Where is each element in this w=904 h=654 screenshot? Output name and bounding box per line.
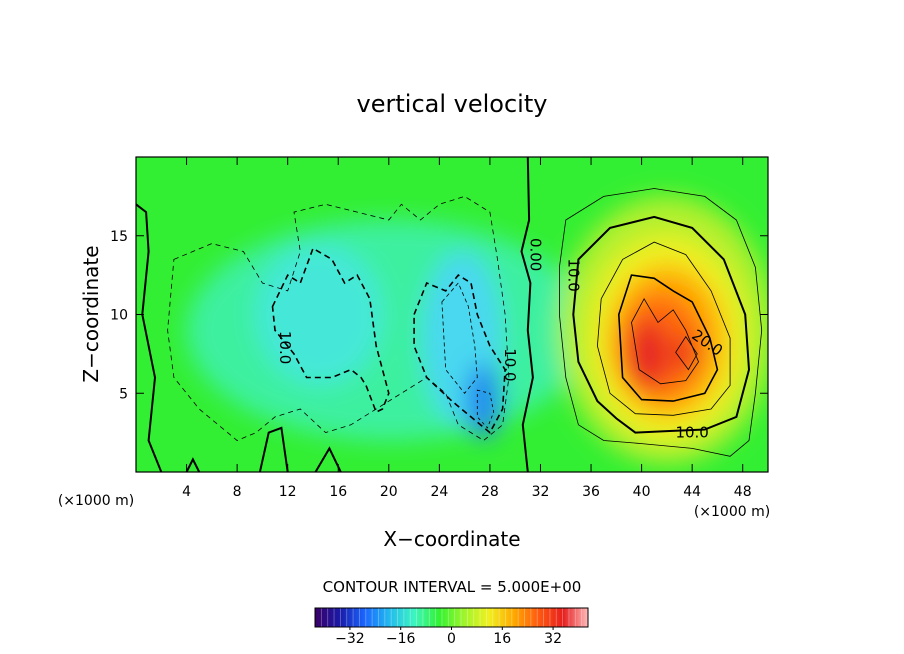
y-tick-label: 5	[119, 386, 128, 402]
contour-label: 10.0	[276, 331, 294, 364]
x-unit-left: (×1000 m)	[58, 493, 134, 509]
x-tick-label: 8	[233, 484, 242, 500]
colorbar-tick-label: 0	[447, 631, 456, 647]
y-tick-label: 15	[110, 229, 128, 245]
contour-zero	[520, 157, 534, 472]
colorbar-tick-label: 16	[493, 631, 511, 647]
contour-plus15	[596, 241, 731, 416]
contour-label: 10.0	[564, 258, 582, 291]
colorbar-gradient	[315, 608, 588, 627]
colorbar-tick-label: −16	[386, 631, 416, 647]
colorbar: −32 −16 0 16 32	[314, 607, 589, 647]
x-tick-label: 16	[329, 484, 347, 500]
x-tick-label: 32	[532, 484, 550, 500]
field-updraft-secondary	[670, 333, 702, 375]
field-downdraft-west	[256, 243, 383, 386]
contour-plus10	[572, 215, 751, 434]
x-tick-label: 20	[380, 484, 398, 500]
y-tick-label: 10	[110, 308, 128, 324]
x-unit-right: (×1000 m)	[694, 504, 770, 520]
contour-plus20	[617, 274, 719, 402]
contour-plus30	[675, 335, 698, 371]
contour-plus5	[559, 188, 763, 457]
plot-area	[136, 157, 768, 472]
contour-minus5	[167, 195, 510, 441]
x-tick-label: 12	[279, 484, 297, 500]
contour-minus10-west	[271, 247, 390, 414]
x-tick-label: 44	[683, 484, 701, 500]
contour-label: 10.0	[675, 424, 708, 442]
contour-minus10-center	[413, 274, 506, 434]
contour-minus20	[476, 389, 495, 429]
colorbar-tick-label: −32	[335, 631, 365, 647]
field-updraft-max	[628, 319, 667, 389]
contour-interval-text: CONTOUR INTERVAL = 5.000E+00	[323, 578, 582, 596]
x-tick-label: 36	[582, 484, 600, 500]
contour-zero-small	[185, 457, 201, 472]
chart-title: vertical velocity	[357, 90, 548, 118]
x-axis-label: X−coordinate	[383, 527, 520, 551]
contour-label: 0.00	[526, 238, 544, 271]
contour-zero-small	[258, 426, 289, 472]
x-tick-label: 4	[182, 484, 191, 500]
x-tick-label: 24	[430, 484, 448, 500]
contour-zero-small	[314, 446, 342, 472]
x-tick-label: 28	[481, 484, 499, 500]
x-tick-label: 40	[633, 484, 651, 500]
contour-label: 10.0	[501, 348, 519, 381]
y-axis-label: Z−coordinate	[79, 245, 103, 382]
colorbar-tick-label: 32	[544, 631, 562, 647]
x-tick-label: 48	[734, 484, 752, 500]
field-downdraft-core	[465, 363, 502, 439]
contour-minus15	[441, 282, 478, 394]
